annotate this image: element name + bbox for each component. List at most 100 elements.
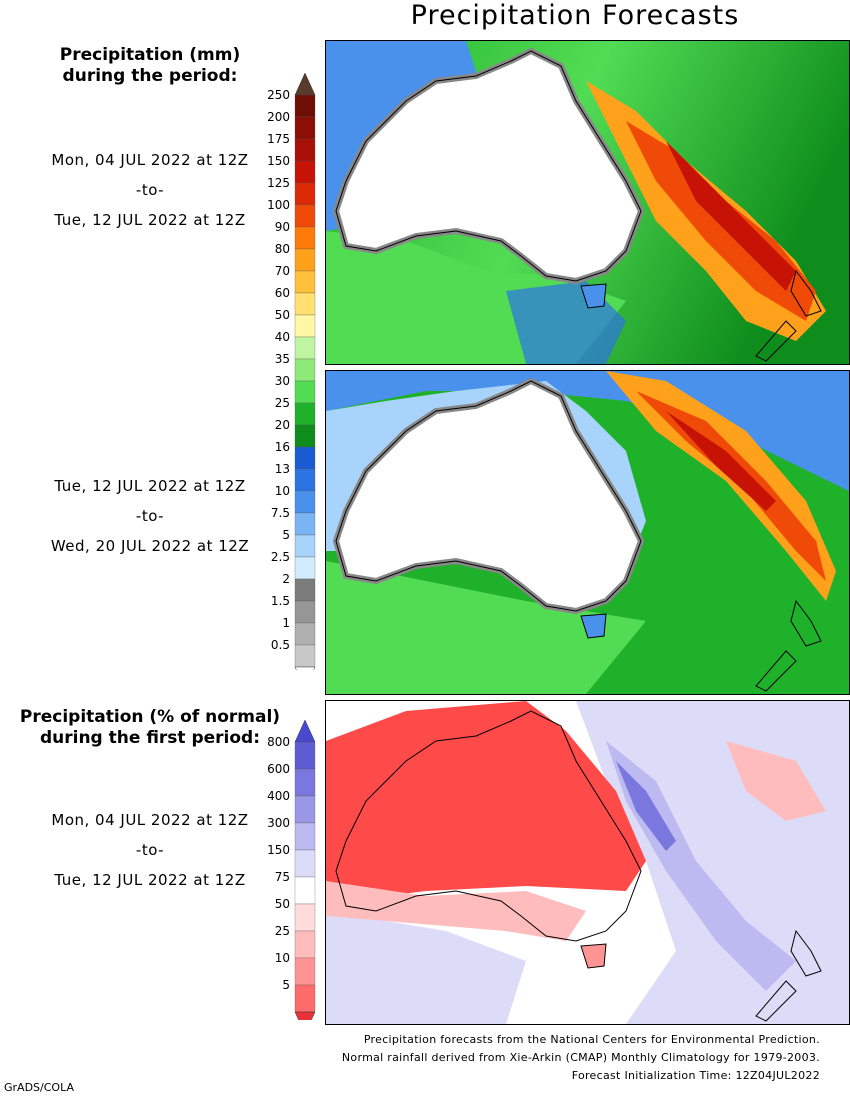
colorbar-swatch (294, 402, 316, 426)
map-panel-period2 (325, 370, 850, 695)
colorbar-swatch (294, 534, 316, 558)
period1-start: Mon, 04 JUL 2022 at 12Z (51, 151, 249, 169)
colorbar-tick-label: 800 (267, 735, 290, 749)
colorbar-tick-label: 16 (275, 440, 290, 454)
page-title: Precipitation Forecasts (410, 0, 740, 31)
period3-end: Tue, 12 JUL 2022 at 12Z (54, 871, 246, 889)
colorbar-swatch (294, 490, 316, 514)
precip-header-line2: during the period: (62, 66, 238, 86)
colorbar-tick-label: 30 (275, 374, 290, 388)
colorbar-tick-label: 90 (275, 220, 290, 234)
period1-end: Tue, 12 JUL 2022 at 12Z (54, 211, 246, 229)
colorbar-swatch (294, 984, 316, 1013)
map-panel-percent-normal (325, 700, 850, 1025)
colorbar-swatch (294, 94, 316, 118)
colorbar-tick-label: 5 (282, 528, 290, 542)
colorbar-swatch (294, 930, 316, 959)
colorbar-swatch (294, 446, 316, 470)
colorbar-tick-label: 20 (275, 418, 290, 432)
colorbar-tick-label: 2.5 (271, 550, 290, 564)
colorbar-swatch (294, 314, 316, 338)
colorbar-swatch (294, 226, 316, 250)
colorbar-swatch (294, 849, 316, 878)
precip-header: Precipitation (mm) during the period: (0, 45, 300, 87)
colorbar-swatch (294, 292, 316, 316)
colorbar-tick-label: 7.5 (271, 506, 290, 520)
colorbar-tick-label: 10 (275, 484, 290, 498)
colorbar-tick-label: 125 (267, 176, 290, 190)
period3-start: Mon, 04 JUL 2022 at 12Z (51, 811, 249, 829)
colorbar-swatch (294, 957, 316, 986)
colorbar-swatch (294, 741, 316, 770)
colorbar-tick-label: 1.5 (271, 594, 290, 608)
colorbar-tick-label: 25 (275, 924, 290, 938)
colorbar-swatch (294, 512, 316, 536)
precip-header-line1: Precipitation (mm) (59, 45, 241, 65)
period2-end: Wed, 20 JUL 2022 at 12Z (50, 537, 250, 555)
footer-line-3: Forecast Initialization Time: 12Z04JUL20… (571, 1069, 820, 1082)
colorbar-tick-label: 50 (275, 897, 290, 911)
pct-header: Precipitation (% of normal) during the f… (0, 707, 300, 749)
colorbar-tick-label: 150 (267, 154, 290, 168)
colorbar-tick-label: 400 (267, 789, 290, 803)
footer-line-2: Normal rainfall derived from Xie-Arkin (… (341, 1051, 820, 1064)
colorbar-tick-label: 2 (282, 572, 290, 586)
period2-start: Tue, 12 JUL 2022 at 12Z (54, 477, 246, 495)
pct-header-line1: Precipitation (% of normal) (19, 707, 281, 727)
colorbar-swatch (294, 556, 316, 580)
period1-sep: -to- (135, 181, 165, 199)
period3-sep: -to- (135, 841, 165, 859)
colorbar-swatch (294, 876, 316, 905)
colorbar-top-cap (294, 72, 316, 96)
colorbar-swatch (294, 578, 316, 602)
colorbar-swatch (294, 795, 316, 824)
colorbar-swatch (294, 182, 316, 206)
colorbar-tick-label: 200 (267, 110, 290, 124)
precip-colorbar: 2502001751501251009080706050403530252016… (267, 72, 316, 670)
colorbar-tick-label: 1 (282, 616, 290, 630)
colorbar-swatch (294, 644, 316, 668)
colorbar-swatch (294, 600, 316, 624)
colorbar-tick-label: 70 (275, 264, 290, 278)
colorbar-bottom-cap (294, 1011, 316, 1020)
colorbar-swatch (294, 248, 316, 272)
colorbar-tick-label: 40 (275, 330, 290, 344)
colorbar-swatch (294, 336, 316, 360)
colorbar-swatch (294, 768, 316, 797)
map-panel-period1 (325, 40, 850, 365)
colorbar-bottom-cap (294, 666, 316, 670)
colorbar-swatch (294, 822, 316, 851)
colorbar-tick-label: 5 (282, 978, 290, 992)
colorbar-tick-label: 80 (275, 242, 290, 256)
footer-line-1: Precipitation forecasts from the Nationa… (363, 1033, 820, 1046)
colorbar-tick-label: 250 (267, 88, 290, 102)
colorbar-tick-label: 75 (275, 870, 290, 884)
colorbar-top-cap (294, 719, 316, 743)
colorbar-swatch (294, 160, 316, 184)
colorbar-swatch (294, 622, 316, 646)
colorbar-tick-label: 10 (275, 951, 290, 965)
colorbar-tick-label: 35 (275, 352, 290, 366)
colorbar-swatch (294, 204, 316, 228)
colorbar-swatch (294, 270, 316, 294)
colorbar-swatch (294, 116, 316, 140)
colorbar-tick-label: 100 (267, 198, 290, 212)
colorbar-swatch (294, 358, 316, 382)
colorbar-tick-label: 300 (267, 816, 290, 830)
colorbar-tick-label: 50 (275, 308, 290, 322)
colorbar-tick-label: 0.5 (271, 638, 290, 652)
colorbar-swatch (294, 138, 316, 162)
colorbar-swatch (294, 468, 316, 492)
colorbar-tick-label: 60 (275, 286, 290, 300)
credit-text: GrADS/COLA (4, 1081, 74, 1094)
colorbar-swatch (294, 424, 316, 448)
colorbar-tick-label: 13 (275, 462, 290, 476)
colorbar-swatch (294, 380, 316, 404)
colorbar-tick-label: 600 (267, 762, 290, 776)
colorbar-swatch (294, 903, 316, 932)
pct-header-line2: during the first period: (39, 728, 261, 748)
percent-colorbar: 800 600 400 300 150 75 50 25 10 5 (267, 719, 316, 1020)
colorbar-tick-label: 25 (275, 396, 290, 410)
colorbar-tick-label: 150 (267, 843, 290, 857)
period2-sep: -to- (135, 507, 165, 525)
